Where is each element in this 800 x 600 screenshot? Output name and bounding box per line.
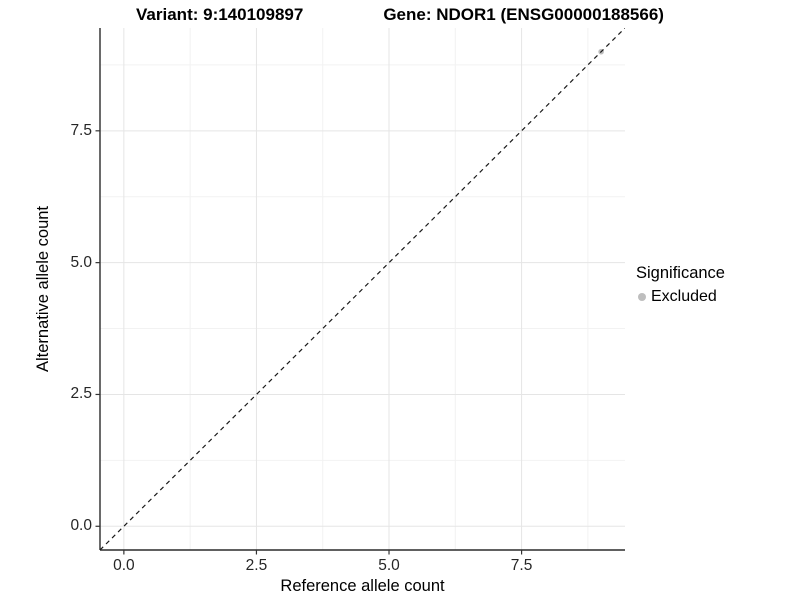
y-tick-label: 5.0: [70, 253, 92, 271]
y-tick-label: 2.5: [70, 385, 92, 403]
legend-point-icon: [638, 293, 646, 301]
title-gene: Gene: NDOR1 (ENSG00000188566): [383, 5, 664, 24]
y-tick-label: 0.0: [70, 517, 92, 535]
plot-title: Variant: 9:140109897 Gene: NDOR1 (ENSG00…: [0, 5, 800, 25]
legend: Significance Excluded: [636, 263, 725, 307]
x-tick-label: 5.0: [378, 557, 400, 574]
y-tick-label: 7.5: [70, 121, 92, 139]
legend-item-excluded: Excluded: [636, 287, 725, 307]
x-tick-label: 0.0: [113, 557, 135, 574]
legend-item-label: Excluded: [651, 288, 717, 305]
x-tick-label: 7.5: [510, 557, 533, 574]
x-tick-label: 2.5: [245, 557, 268, 574]
x-axis-title: Reference allele count: [280, 577, 445, 595]
title-variant: Variant: 9:140109897: [136, 5, 304, 24]
y-axis-title: Alternative allele count: [34, 205, 52, 373]
identity-line: [100, 28, 625, 550]
legend-title: Significance: [636, 264, 725, 282]
